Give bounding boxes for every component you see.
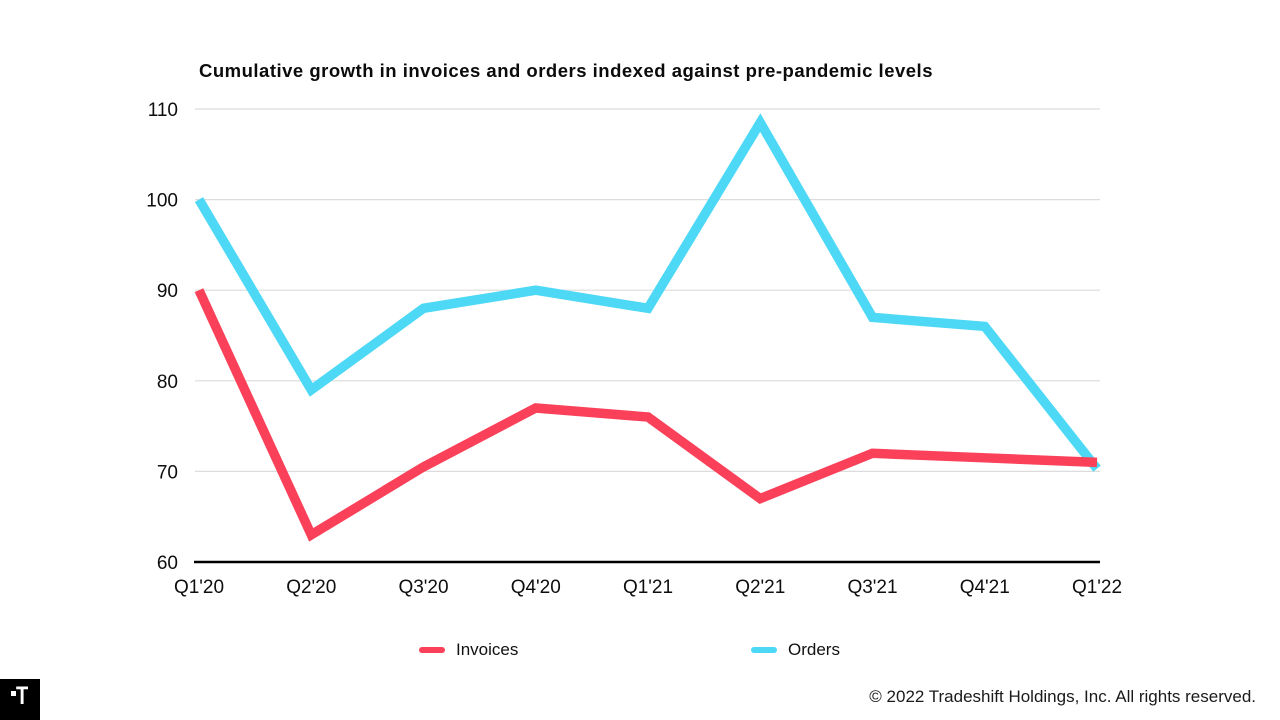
- legend-item-invoices: Invoices: [419, 639, 518, 660]
- legend-label-orders: Orders: [788, 639, 840, 659]
- chart-title: Cumulative growth in invoices and orders…: [199, 60, 933, 81]
- series-line-invoices: [194, 288, 1098, 542]
- logo-dot: [11, 691, 16, 696]
- y-tick-label: 80: [157, 372, 178, 393]
- x-tick-label: Q2'21: [735, 577, 785, 598]
- x-tick-label: Q1'21: [623, 577, 673, 598]
- invoices-line-swatch: [419, 646, 445, 653]
- copyright-text: © 2022 Tradeshift Holdings, Inc. All rig…: [869, 687, 1256, 706]
- logo-letter-t: T: [16, 682, 29, 710]
- x-tick-label: Q4'21: [960, 577, 1010, 598]
- legend-label-invoices: Invoices: [456, 639, 519, 659]
- y-tick-label: 110: [148, 100, 178, 121]
- x-tick-label: Q4'20: [511, 577, 561, 598]
- tradeshift-logo: T: [0, 679, 40, 720]
- series-line-orders: [194, 113, 1101, 472]
- y-tick-label: 90: [157, 281, 178, 302]
- x-tick-label: Q2'20: [286, 577, 336, 598]
- x-tick-label: Q1'20: [174, 577, 224, 598]
- legend-item-orders: Orders: [751, 639, 840, 660]
- y-tick-label: 60: [157, 553, 178, 574]
- x-tick-label: Q1'22: [1072, 577, 1122, 598]
- x-tick-label: Q3'21: [847, 577, 897, 598]
- x-tick-label: Q3'20: [398, 577, 448, 598]
- orders-line-swatch: [751, 646, 777, 653]
- y-tick-label: 100: [146, 191, 178, 212]
- y-tick-label: 70: [157, 462, 178, 483]
